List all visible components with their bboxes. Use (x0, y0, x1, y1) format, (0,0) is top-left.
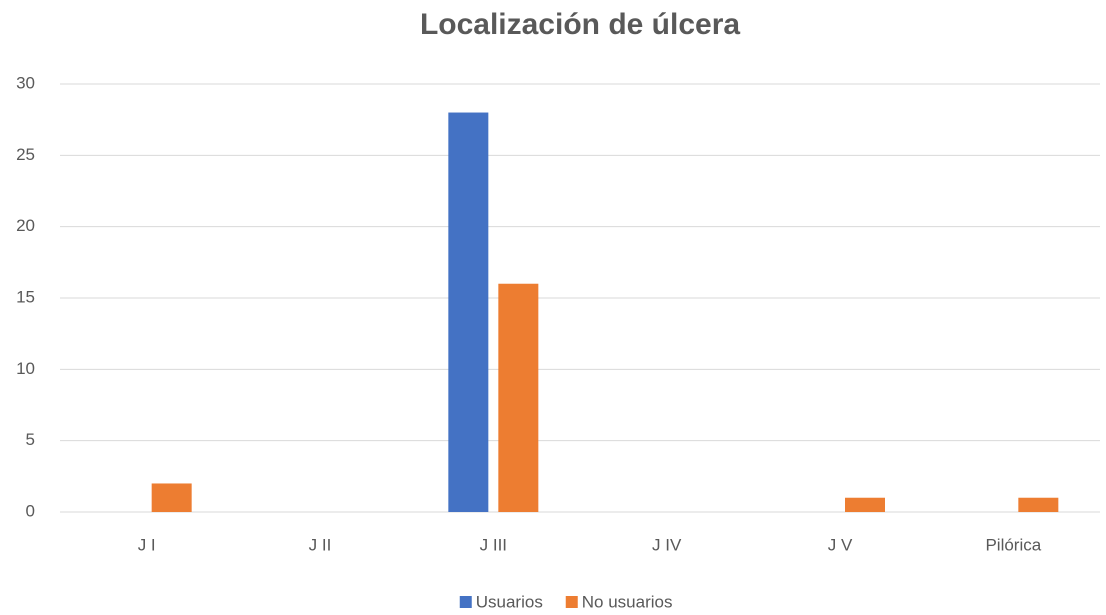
y-tick-label: 30 (16, 73, 35, 92)
x-tick-label: J II (309, 535, 332, 554)
y-tick-label: 15 (16, 287, 35, 306)
x-tick-label: J III (480, 535, 507, 554)
bar (151, 483, 192, 512)
x-tick-label: J IV (652, 535, 682, 554)
y-tick-label: 0 (26, 501, 35, 520)
bar (448, 112, 489, 513)
y-tick-label: 10 (16, 359, 35, 378)
legend-label: No usuarios (582, 592, 673, 611)
y-tick-label: 20 (16, 216, 35, 235)
legend-label: Usuarios (476, 592, 543, 611)
x-tick-label: J V (828, 535, 853, 554)
bar (498, 283, 539, 512)
legend-swatch (459, 596, 472, 608)
bar (845, 497, 885, 512)
bar (1018, 497, 1059, 512)
x-tick-label: J I (138, 535, 156, 554)
y-tick-label: 25 (16, 145, 35, 164)
x-tick-label: Pilórica (985, 535, 1041, 554)
y-tick-label: 5 (26, 430, 35, 449)
legend-swatch (565, 596, 578, 608)
chart-title: Localización de úlcera (420, 8, 740, 41)
